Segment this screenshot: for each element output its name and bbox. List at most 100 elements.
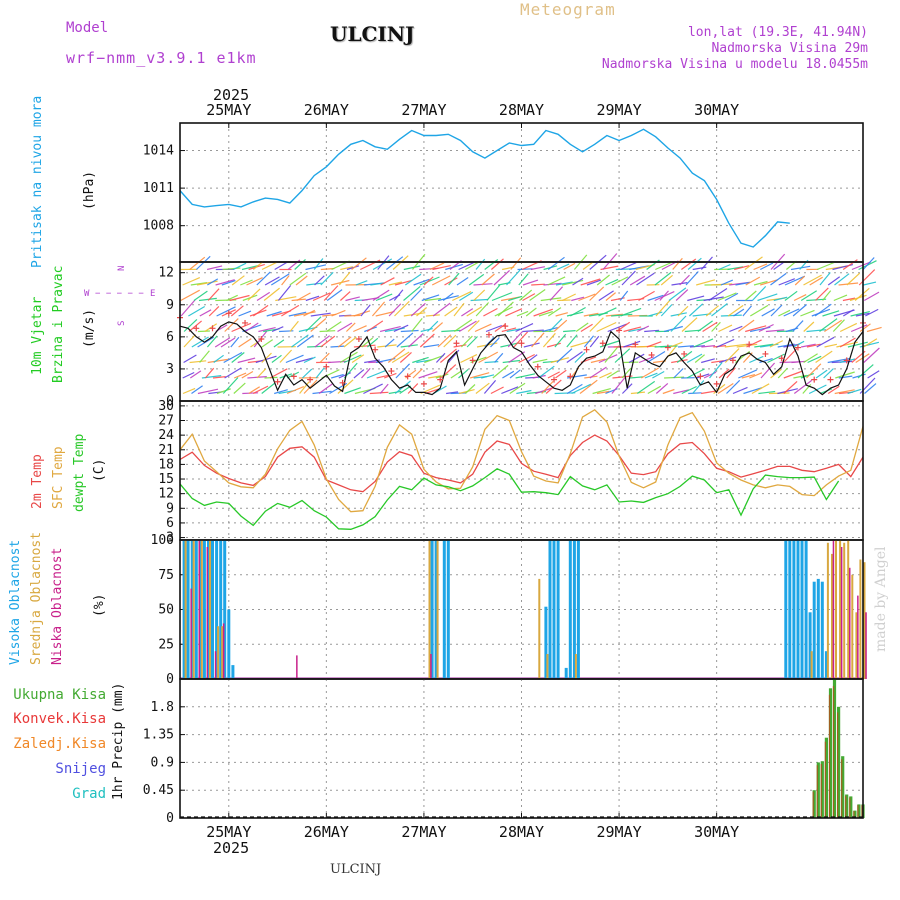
- wind-arrow: [513, 331, 529, 348]
- wind-arrow: [794, 275, 806, 286]
- wind-arrow: [783, 370, 803, 379]
- wind-arrow: [531, 283, 545, 286]
- wind-arrow: [749, 372, 763, 379]
- wind-arrow: [863, 347, 880, 363]
- wind-arrow: [502, 359, 521, 364]
- wind-arrow: [726, 379, 741, 394]
- wind-arrow: [793, 374, 807, 379]
- cloud-low-bar: [222, 623, 225, 679]
- precip-label-conv: Konvek.Kisa: [13, 711, 106, 727]
- wind-gust-marker: [518, 340, 525, 347]
- wind-arrow: [641, 367, 659, 379]
- wind-arrow: [223, 351, 243, 364]
- wind-arrow: [760, 279, 778, 286]
- wind-arrow: [675, 289, 689, 301]
- wind-arrow: [526, 354, 538, 363]
- wind-arrow: [677, 305, 689, 317]
- year-top: 2025: [213, 86, 250, 104]
- wind-arrow: [238, 338, 252, 348]
- wind-arrow: [340, 266, 354, 271]
- wind-arrow: [437, 334, 452, 348]
- wind-arrow: [757, 293, 778, 302]
- cloud-high-bar: [820, 581, 824, 679]
- wind-gust-marker: [437, 376, 444, 383]
- wind-arrow: [403, 265, 421, 271]
- wind-arrow: [516, 389, 532, 395]
- precip-total-bar: [816, 762, 820, 818]
- wind-arrow: [293, 311, 316, 317]
- wind-arrow: [561, 293, 576, 302]
- cloud-high-bar: [446, 540, 450, 679]
- precip-total-bar: [849, 796, 853, 818]
- wind-arrow: [418, 371, 438, 379]
- wind-arrow: [208, 305, 220, 317]
- wind-arrow: [252, 385, 269, 395]
- y-tick-label: 1011: [143, 181, 174, 196]
- wind-arrow: [310, 318, 327, 332]
- wind-arrow: [749, 304, 769, 317]
- wind-arrow: [518, 353, 535, 364]
- wind-arrow: [806, 343, 821, 348]
- wind-arrow: [305, 316, 322, 332]
- y-tick-label: 100: [151, 533, 174, 548]
- cloud-low-bar: [296, 655, 298, 679]
- cloud-mid-bar: [855, 612, 858, 679]
- y-tick-label: 30: [158, 399, 174, 414]
- wind-arrow: [816, 261, 835, 271]
- wind-arrow: [490, 386, 504, 395]
- wind-arrow: [484, 259, 499, 270]
- wind-arrow: [671, 282, 688, 286]
- wind-arrow: [339, 351, 358, 364]
- wind-arrow: [396, 332, 414, 348]
- wind-arrow: [432, 265, 451, 271]
- wind-arrow: [702, 321, 718, 333]
- wind-arrow: [783, 348, 798, 363]
- wind-arrow: [197, 336, 215, 348]
- wind-arrow: [484, 361, 499, 364]
- wind-arrow: [473, 289, 486, 301]
- wind-arrow: [507, 331, 523, 348]
- wind-arrow: [366, 370, 386, 379]
- wind-gust-marker: [827, 376, 834, 383]
- wind-arrow: [458, 368, 469, 379]
- wind-arrow: [793, 340, 805, 348]
- wind-arrow: [784, 275, 806, 286]
- wind-arrow: [183, 318, 198, 332]
- wind-arrow: [621, 383, 633, 394]
- wind-arrow: [778, 309, 791, 317]
- wind-arrow: [842, 309, 855, 317]
- wind-arrow: [644, 329, 660, 333]
- wind-arrow: [859, 323, 871, 332]
- wind-arrow: [735, 281, 751, 286]
- wind-arrow: [326, 289, 343, 301]
- wind-arrow: [862, 257, 875, 270]
- wind-arrow: [214, 337, 231, 348]
- wind-gust-marker: [193, 325, 200, 332]
- wind-arrow: [191, 385, 203, 394]
- wind-arrow: [231, 352, 245, 363]
- wind-arrow: [720, 279, 734, 286]
- wind-arrow: [182, 277, 201, 286]
- precip-label-snow: Snijeg: [55, 761, 106, 777]
- wind-arrow: [865, 308, 879, 317]
- wind-arrow: [363, 383, 383, 395]
- wind-arrow: [222, 267, 241, 271]
- wind-arrow: [827, 276, 841, 286]
- wind-arrow: [515, 373, 536, 379]
- cloud-high-bar: [194, 540, 198, 679]
- wind-arrow: [638, 290, 655, 302]
- y-tick-label: 1008: [143, 219, 174, 234]
- wind-arrow: [815, 287, 829, 301]
- wind-gust-marker: [420, 380, 427, 387]
- wind-arrow: [207, 358, 228, 364]
- temp-2m-line: [179, 434, 864, 493]
- wind-arrow: [509, 369, 521, 379]
- wind-arrow: [424, 344, 440, 348]
- wind-arrow: [443, 334, 457, 348]
- y-tick-label: 12: [158, 487, 174, 502]
- cloud-high-bar: [792, 540, 796, 679]
- wind-arrow: [419, 333, 435, 348]
- temp-sfc-line: [179, 408, 864, 513]
- wind-arrow: [310, 312, 331, 317]
- wind-arrow: [685, 271, 699, 286]
